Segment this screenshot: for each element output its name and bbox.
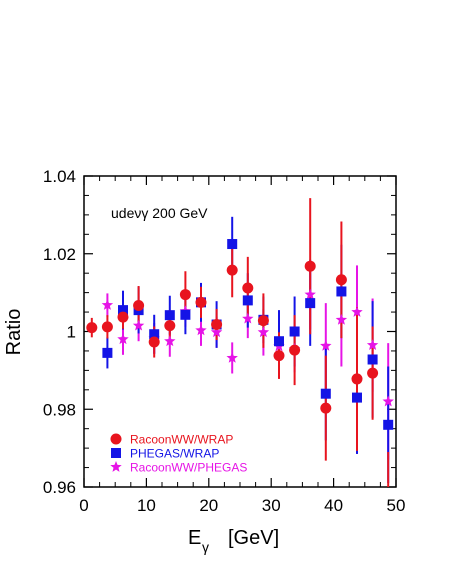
square-data-point [289,326,300,337]
legend-square-marker [111,448,121,458]
circle-data-point [117,311,129,323]
square-data-point [102,347,113,358]
x-tick-label: 10 [137,496,156,515]
circle-data-point [367,367,379,379]
star-data-point [257,326,270,338]
axis-ticks [83,175,397,488]
y-tick-label: 1.04 [43,167,76,186]
circle-data-point [148,336,160,348]
star-data-point [132,319,145,331]
star-data-point [366,339,379,350]
circle-data-point [257,315,269,327]
y-tick-label: 1.02 [43,245,76,264]
square-data-point [352,392,362,403]
circle-data-point [242,282,254,294]
circle-data-point [211,319,223,331]
star-data-point [304,288,316,300]
star-data-point [101,299,114,310]
square-data-point [118,305,128,316]
legend-label: RacoonWW/WRAP [130,433,233,447]
x-axis-label-unit: [GeV] [228,527,279,549]
circle-data-point [226,264,238,276]
star-data-point [320,339,332,351]
legend-circle-marker [110,433,122,445]
y-axis-label: Ratio [3,309,25,356]
square-data-point [242,295,253,306]
x-axis-label: E γ [GeV] [188,527,279,555]
star-data-point [117,333,129,345]
x-tick-label: 0 [79,496,88,515]
circle-data-point [133,299,145,311]
legend-star-marker [110,461,122,472]
x-axis-label-subscript: γ [202,539,209,555]
x-tick-label: 20 [199,496,218,515]
square-data-point [383,419,394,430]
x-axis-label-main: E [188,527,201,549]
star-data-point [382,395,394,407]
energy-annotation: udeνγ 200 GeV [111,205,208,221]
legend-label: PHEGAS/WRAP [130,447,219,461]
y-tick-label: 0.98 [43,400,76,419]
circle-data-point [101,321,113,333]
star-data-point [226,351,238,363]
square-data-point [149,329,160,340]
square-data-point [180,309,191,320]
x-tick-label: 50 [387,496,406,515]
circle-data-point [320,402,332,414]
legend-label: RacoonWW/PHEGAS [130,461,247,475]
star-data-point [242,312,254,324]
star-data-point [351,306,363,317]
circle-data-point [289,344,301,356]
circle-data-point [304,260,316,272]
square-data-point [320,388,331,399]
square-data-point [367,354,378,365]
square-data-point [305,298,316,309]
square-data-point [164,310,175,321]
tick-labels: 0 10 20 30 40 50 0.96 0.98 1 1.02 1.04 [43,167,406,515]
square-data-point [227,239,238,250]
star-data-point [164,335,176,347]
y-tick-label: 1 [67,323,76,342]
square-data-point [336,286,347,297]
x-tick-label: 40 [324,496,343,515]
square-data-point [274,336,284,347]
circle-data-point [164,320,176,332]
star-data-point [335,313,348,325]
star-data-point [195,324,207,336]
circle-data-point [86,322,98,334]
circle-data-point [351,373,363,385]
circle-data-point [335,274,347,286]
circle-data-point [195,296,207,308]
circle-data-point [273,350,285,362]
circle-data-point [179,289,191,301]
star-data-point [210,326,223,338]
y-tick-label: 0.96 [43,478,76,497]
data-markers [86,239,394,430]
x-tick-label: 30 [262,496,281,515]
